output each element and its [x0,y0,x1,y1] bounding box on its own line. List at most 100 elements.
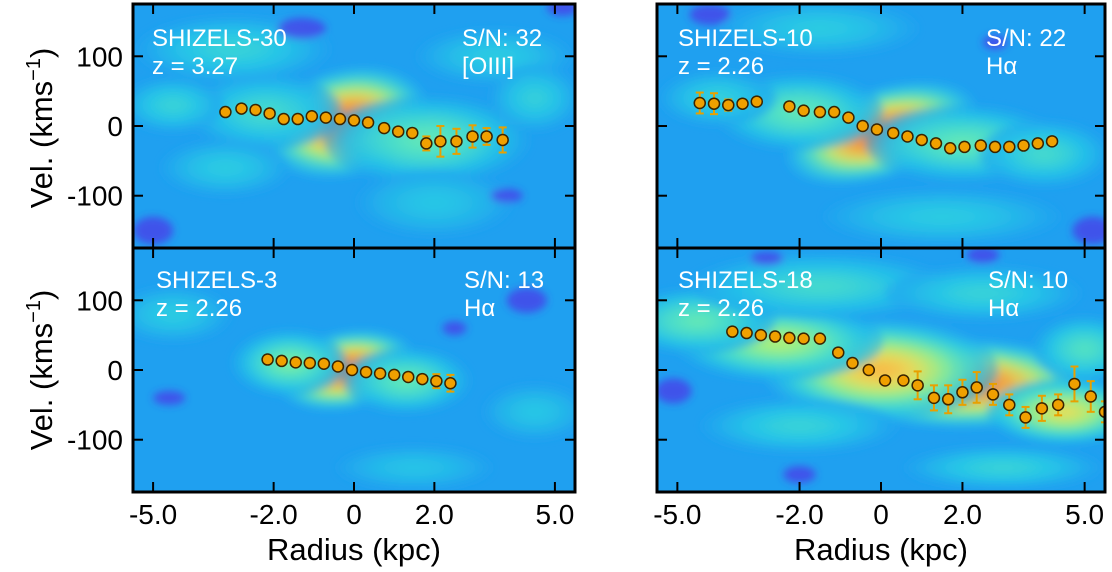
absorption-spot [689,4,731,25]
panel-shizels-3: SHIZELS-3 z = 2.26 S/N: 13 Hα [131,246,577,494]
velocity-point [277,112,290,126]
emission-contour [167,311,179,318]
emission-contour [806,283,833,290]
absorption-spot [1072,216,1105,245]
velocity-point [361,116,375,129]
x-tick-label: -5.0 [129,499,177,530]
emission-map [133,4,575,245]
velocity-point [1051,398,1065,412]
tick-marks [133,4,575,248]
velocity-point [434,135,447,148]
velocity-point [263,107,276,120]
velocity-point [901,130,914,143]
velocity-point [750,95,764,108]
galaxy-name-label: SHIZELS-3 [156,267,277,294]
absorption-spot [657,378,692,404]
data-points [219,102,509,158]
panel-shizels-30: SHIZELS-30 z = 3.27 S/N: 32 [OIII] [131,2,577,250]
velocity-point [813,332,827,345]
data-points [261,353,457,393]
velocity-point [466,130,479,143]
velocity-point [319,111,333,124]
velocity-point [261,353,274,366]
absorption-spot [133,216,174,245]
y-axis-title-superscript: −1 [23,300,45,323]
absorption-spot [783,466,816,483]
x-axis-title-left: Radius (kpc) [267,532,441,567]
velocity-point [768,330,782,343]
emission-contour [789,422,810,429]
velocity-point [1003,140,1016,154]
emission-contour [973,290,993,297]
tick-marks [657,248,1105,492]
velocity-point [927,391,941,405]
velocity-point [235,102,248,115]
y-axis-title-text: Vel. (kms [24,81,59,208]
emission-line-label: [OIII] [462,53,514,80]
emission-contour [486,53,503,60]
emission-contour [406,465,422,470]
velocity-point [450,135,463,148]
velocity-point [878,374,892,387]
tick-marks [657,4,1105,248]
emission-contour [168,102,179,108]
y-axis-title-top: Vel. (kms−1) [23,48,59,209]
emission-contour [993,465,1013,470]
absorption-spot [442,321,467,336]
velocity-point [813,105,827,119]
velocity-point [736,97,749,110]
emission-contour [530,94,540,102]
velocity-point [333,112,347,126]
velocity-point [1045,135,1059,148]
x-tick-label: -2.0 [250,499,298,530]
emission-line-label: Hα [464,295,495,322]
redshift-label: z = 2.26 [156,295,242,322]
velocity-point [1068,377,1081,391]
redshift-label: z = 2.26 [678,53,764,80]
absorption-spot [153,390,186,405]
x-tick-label: 5.0 [1065,499,1104,530]
x-tick-labels-right: -5.0 -2.0 0 2.0 5.0 [653,499,1104,530]
velocity-point [416,372,429,386]
velocity-point [387,368,401,382]
velocity-point [886,126,900,140]
emission-contour [689,317,706,325]
galaxy-name-label: SHIZELS-30 [152,25,287,52]
emission-contour [930,213,954,220]
y-axis-title-bottom: Vel. (kms−1) [23,290,59,451]
signal-to-noise-label: S/N: 10 [988,267,1068,294]
velocity-point [958,140,971,154]
signal-to-noise-label: S/N: 32 [462,25,542,52]
velocity-point [359,365,373,379]
y-axis-title-close: ) [24,48,59,58]
y-tick-label: 100 [76,285,123,316]
absorption-spot [506,287,547,313]
absorption-spot [750,251,784,266]
velocity-point [974,139,988,152]
velocity-point [693,96,707,110]
emission-line-label: Hα [988,295,1019,322]
emission-line-label: Hα [986,53,1017,80]
velocity-point [870,123,884,136]
velocity-point [373,367,387,380]
velocity-point [956,386,969,399]
velocity-point [1035,402,1049,415]
velocity-point [783,331,796,345]
velocity-point [444,376,457,390]
velocity-point [726,325,739,338]
velocity-point [291,112,304,126]
emission-contour [223,46,244,53]
velocity-point [943,142,957,155]
velocity-point [289,356,302,369]
panel-frame [655,246,1107,494]
velocity-point [797,104,810,117]
velocity-point [1019,411,1032,424]
velocity-point [401,370,415,384]
signal-to-noise-label: S/N: 13 [464,267,544,294]
y-tick-labels-bottom: 100 0 -100 [67,285,123,455]
velocity-point [1084,390,1097,403]
velocity-point [740,326,753,340]
x-tick-label: -5.0 [653,499,701,530]
absorption-spot [277,17,326,39]
svg-text:Vel. (kms−1): Vel. (kms−1) [23,48,59,209]
